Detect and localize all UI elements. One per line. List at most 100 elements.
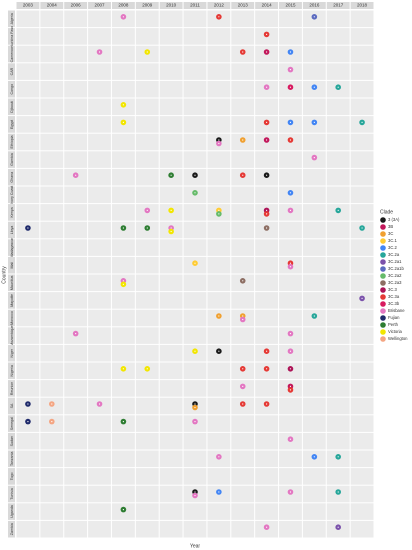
panel [88, 63, 111, 80]
dot-center [194, 421, 196, 423]
strip [8, 28, 15, 45]
panel [231, 221, 255, 239]
dot-center [266, 51, 268, 53]
dot-center [337, 491, 339, 493]
panel [350, 432, 374, 450]
panel [88, 520, 111, 538]
panel [350, 28, 374, 45]
panel [231, 468, 255, 485]
panel [183, 151, 207, 168]
panel [159, 468, 183, 485]
panel [16, 204, 40, 221]
dot-center [218, 315, 220, 317]
panel [40, 133, 64, 151]
panel [255, 432, 279, 450]
panel [64, 133, 88, 151]
legend-key [380, 329, 386, 335]
strip [8, 256, 15, 274]
panel [64, 503, 88, 520]
panel [111, 63, 135, 80]
panel [40, 45, 64, 63]
panel [326, 239, 350, 256]
strip [8, 116, 15, 133]
panel [231, 10, 255, 28]
legend-label: Victoria [388, 329, 403, 334]
panel [159, 133, 183, 151]
panel [16, 45, 40, 63]
panel [111, 397, 135, 415]
panel [350, 168, 374, 186]
panel [350, 450, 374, 468]
panel [40, 151, 64, 168]
dot-center [122, 280, 124, 282]
legend-label: Wellington [388, 336, 408, 341]
country-label: Uganda [10, 505, 14, 518]
panel [135, 151, 159, 168]
legend-label: Brisbane [388, 308, 405, 313]
dot-center [27, 403, 29, 405]
dot-center [170, 230, 172, 233]
panel [350, 133, 374, 151]
panel [159, 98, 183, 116]
panel [16, 168, 40, 186]
panel [350, 309, 374, 327]
dot-center [146, 51, 148, 53]
panel [40, 503, 64, 520]
dot-center [266, 33, 268, 36]
panel [16, 239, 40, 256]
panel [183, 309, 207, 327]
dot-center [289, 51, 292, 53]
panel [88, 468, 111, 485]
panel [88, 256, 111, 274]
dot-center [146, 209, 148, 211]
strip [8, 221, 15, 239]
panel [16, 133, 40, 151]
dot-center [170, 227, 172, 229]
panel [326, 45, 350, 63]
country-label: Kenya [10, 207, 14, 217]
country-label: Mali [10, 262, 14, 269]
dot-center [242, 51, 244, 53]
panel [302, 204, 326, 221]
country-label: Morocco [10, 311, 14, 325]
strip [8, 344, 15, 362]
panel [279, 309, 302, 327]
strip [8, 309, 15, 327]
panel [64, 292, 88, 309]
year-label: 2012 [214, 3, 225, 8]
legend-label: 3C.3 [388, 287, 398, 292]
year-label: 2018 [357, 3, 368, 8]
panel [16, 309, 40, 327]
dot-center [289, 389, 292, 391]
strip [8, 520, 15, 538]
panel [326, 380, 350, 397]
legend-key [380, 308, 386, 314]
panel [135, 274, 159, 292]
dot-center [242, 280, 244, 282]
panel [183, 239, 207, 256]
strip [8, 168, 15, 186]
panel [183, 63, 207, 80]
panel [16, 344, 40, 362]
panel [159, 292, 183, 309]
panel [207, 415, 231, 432]
strip [8, 133, 15, 151]
panel [302, 327, 326, 344]
strip [8, 292, 15, 309]
panel [159, 274, 183, 292]
panel [350, 45, 374, 63]
country-label: Libya [10, 226, 14, 235]
strip [8, 151, 15, 168]
panel [159, 151, 183, 168]
year-label: 2006 [71, 3, 82, 8]
x-axis-label: Year [190, 543, 200, 549]
dot-center [122, 283, 124, 285]
panel [111, 485, 135, 503]
strip [183, 2, 207, 9]
panel [64, 274, 88, 292]
legend-label: 3B [388, 224, 393, 229]
panel [279, 468, 302, 485]
panel [64, 221, 88, 239]
dot-center [289, 266, 292, 268]
dot-center [218, 209, 220, 211]
